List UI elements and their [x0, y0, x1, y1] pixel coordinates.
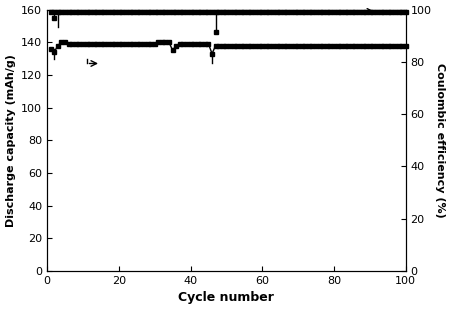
X-axis label: Cycle number: Cycle number [179, 291, 274, 304]
Y-axis label: Coulombic efficiency (%): Coulombic efficiency (%) [436, 63, 446, 218]
Y-axis label: Discharge capacity (mAh/g): Discharge capacity (mAh/g) [5, 54, 15, 227]
